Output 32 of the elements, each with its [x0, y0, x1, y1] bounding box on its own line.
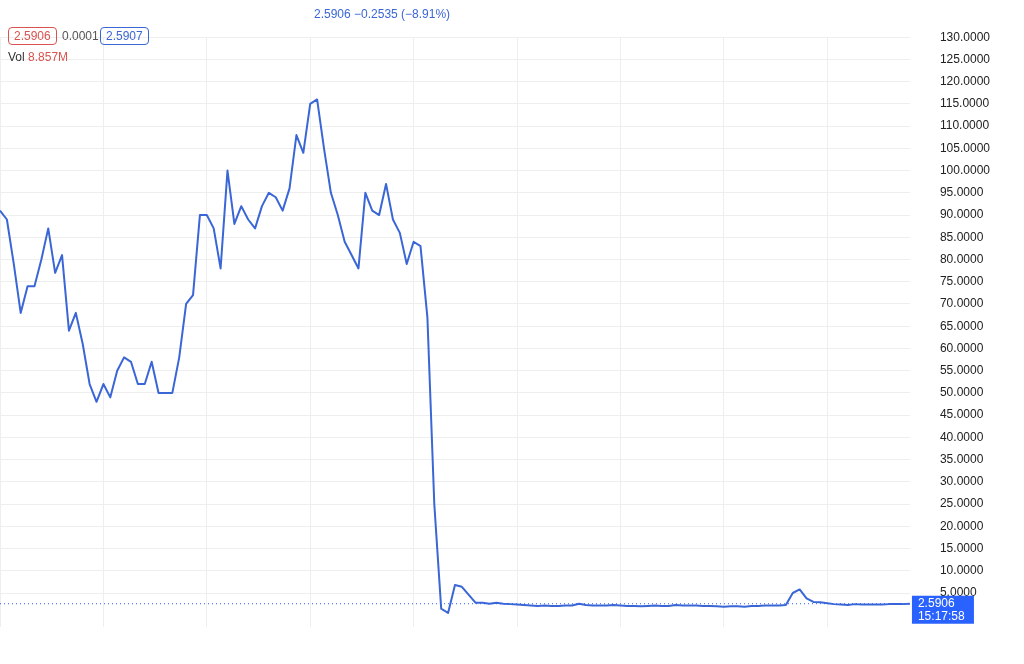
- y-tick-label: 30.0000: [939, 474, 984, 489]
- y-tick-label: 115.0000: [939, 96, 990, 111]
- y-tick-label: 10.0000: [939, 563, 984, 578]
- y-tick-label: 15.0000: [939, 540, 984, 555]
- text: 2.5906 −0.2535 (−8.91%): [314, 7, 451, 21]
- y-tick-label: 55.0000: [939, 363, 984, 377]
- y-tick-label: 60.0000: [939, 340, 984, 355]
- y-tick-label: 25.0000: [939, 496, 984, 511]
- y-tick-label: 35.0000: [939, 451, 984, 466]
- annotation: Vol 8.857M: [8, 50, 69, 64]
- text: 15:17:58: [917, 609, 965, 624]
- y-tick-label: 75.0000: [939, 274, 984, 289]
- annotation: 0.0001: [62, 29, 99, 43]
- y-tick-label: 105.0000: [939, 140, 991, 155]
- y-tick-label: 130.0000: [939, 29, 991, 44]
- y-tick-label: 85.0000: [939, 229, 984, 244]
- y-tick-label: 95.0000: [939, 185, 984, 200]
- ref-line-label: 2.5906: [917, 596, 955, 611]
- y-tick-label: 125.0000: [939, 51, 991, 66]
- annotation: 2.5906: [8, 27, 57, 45]
- y-tick-label: 40.0000: [939, 429, 984, 444]
- y-tick-label: 100.0000: [939, 162, 991, 177]
- y-tick-label: 65.0000: [939, 318, 984, 333]
- y-tick-label: 50.0000: [939, 385, 984, 400]
- y-tick-label: 70.0000: [939, 296, 984, 311]
- y-tick-label: 20.0000: [939, 518, 984, 533]
- y-tick-label: 120.0000: [939, 73, 991, 88]
- y-tick-label: 90.0000: [939, 207, 984, 222]
- y-tick-label: 80.0000: [939, 251, 984, 266]
- annotation: 2.5907: [100, 27, 149, 45]
- y-tick-label: 45.0000: [939, 407, 984, 422]
- y-tick-label: 110.0000: [939, 118, 990, 133]
